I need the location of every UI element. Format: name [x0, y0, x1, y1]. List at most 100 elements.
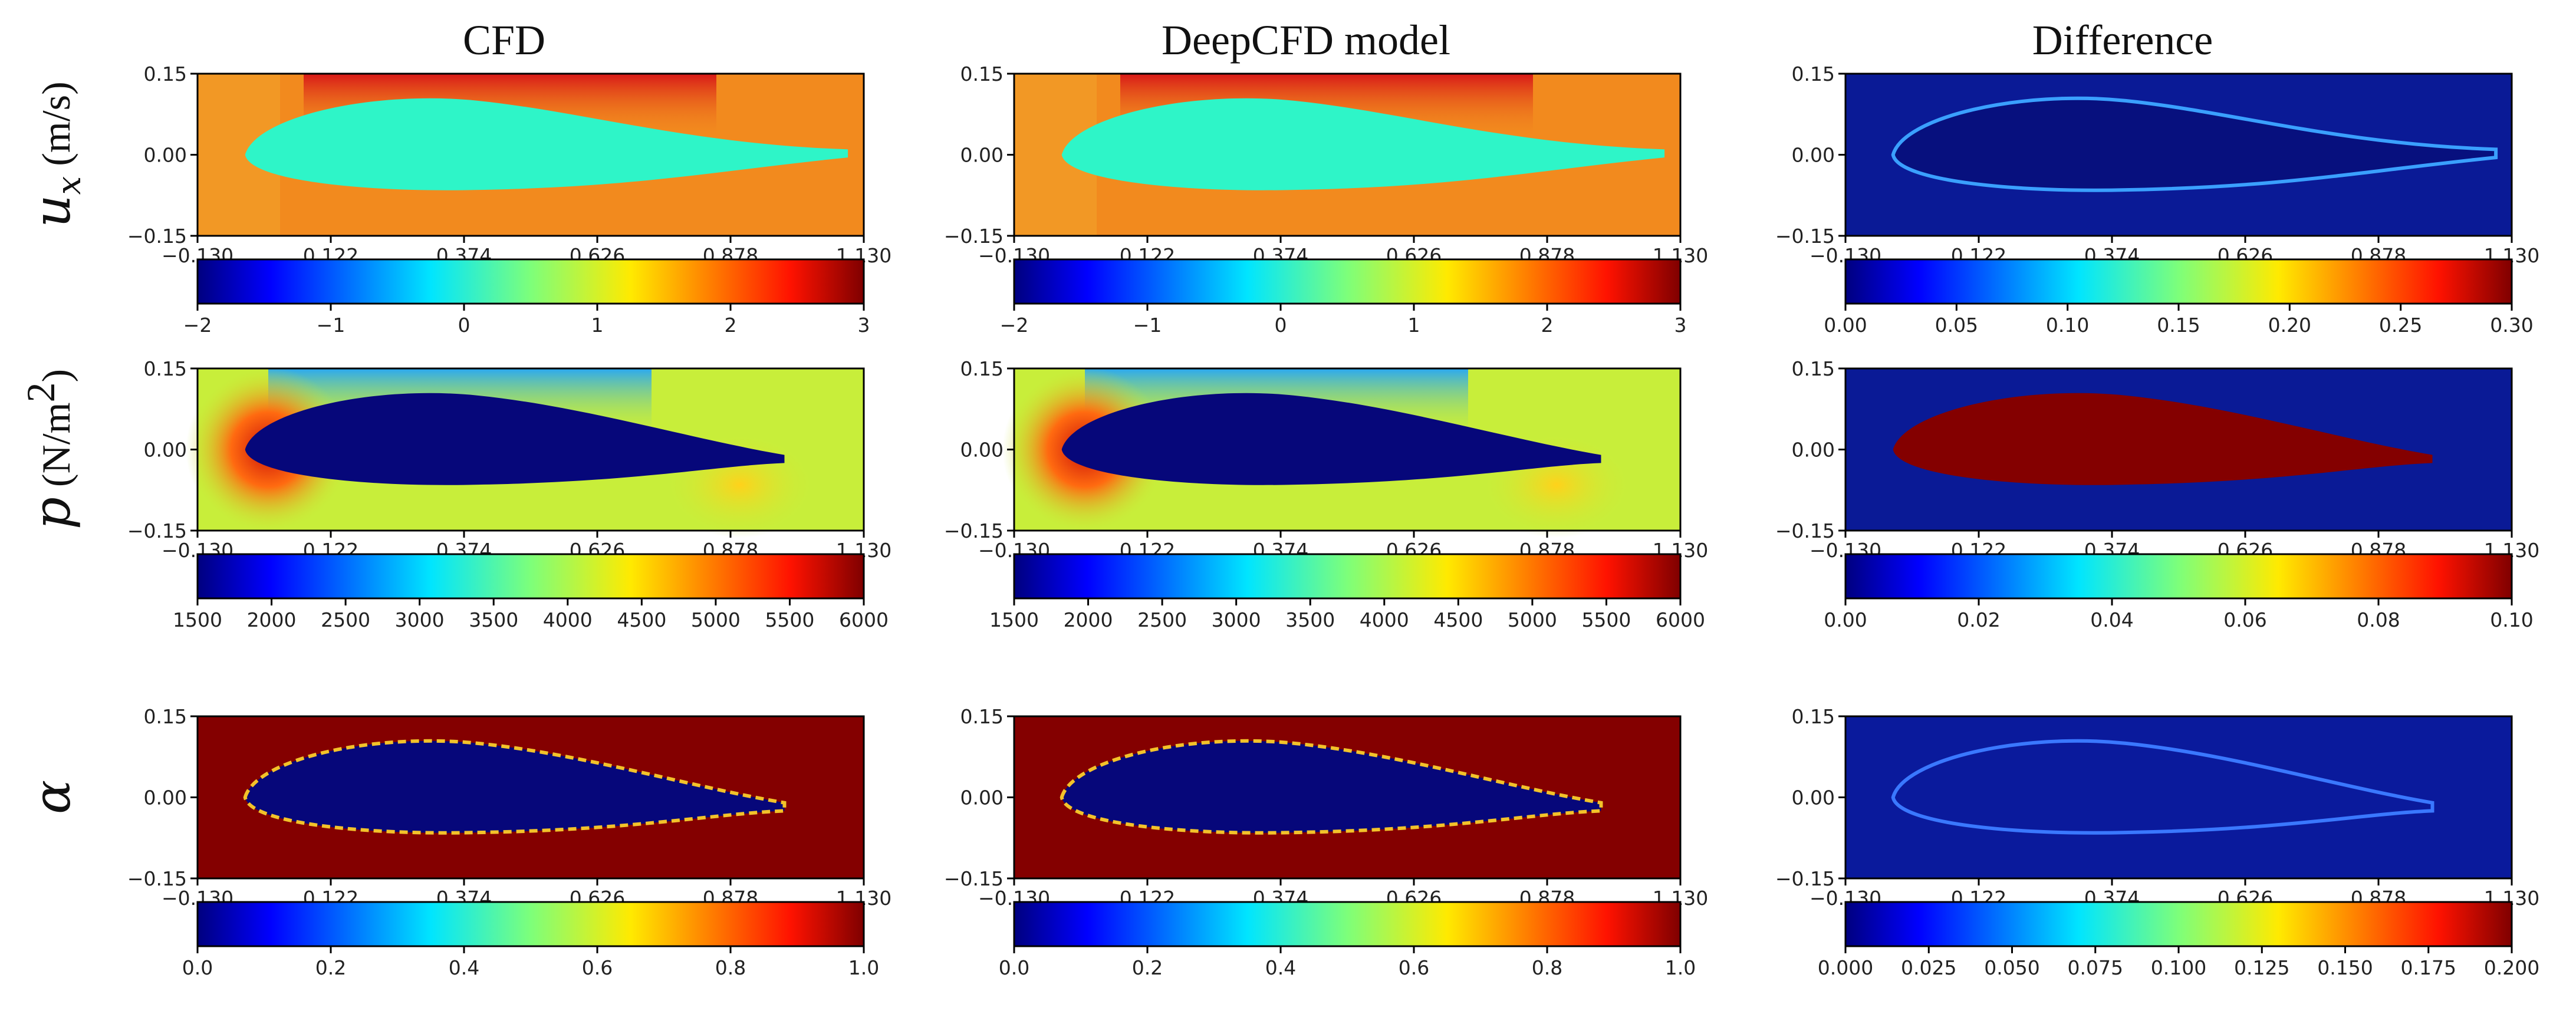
- airfoil-p_model: [1061, 393, 1601, 485]
- y-tick-label-p_model-2: −0.15: [944, 519, 1004, 542]
- y-tick-label-alpha_model-2: −0.15: [944, 867, 1004, 890]
- colorbar-tick-label-alpha_diff-2: 0.050: [1984, 956, 2039, 979]
- colorbar-tick-label-p_model-5: 4000: [1360, 608, 1409, 631]
- colorbar-tick-label-p_model-3: 3000: [1212, 608, 1261, 631]
- colorbar-tick-label-p_model-6: 4500: [1433, 608, 1483, 631]
- colorbar-tick-label-alpha_diff-1: 0.025: [1901, 956, 1956, 979]
- panel-alpha_cfd: −0.130 0.122 0.374 0.626 0.878 1.1300.150.00−…: [127, 705, 891, 979]
- panel-p_model: −0.130 0.122 0.374 0.626 0.878 1.1300.150.00−…: [944, 357, 1708, 631]
- y-tick-label-ux_diff-0: 0.15: [1792, 62, 1835, 85]
- y-tick-label-ux_cfd-1: 0.00: [144, 144, 187, 167]
- colorbar-tick-label-ux_cfd-1: −1: [317, 314, 346, 337]
- colorbar-tick-label-ux_cfd-5: 3: [858, 314, 870, 337]
- colorbar-frame-p_model: [1013, 553, 1682, 600]
- colorbar-tick-label-ux_cfd-4: 2: [725, 314, 737, 337]
- colorbar-tick-label-ux_diff-5: 0.25: [2379, 314, 2422, 337]
- colorbar-tick-label-alpha_model-2: 0.4: [1265, 956, 1296, 979]
- colorbar-tick-label-alpha_model-0: 0.0: [999, 956, 1029, 979]
- colorbar-tick-label-p_diff-3: 0.06: [2223, 608, 2266, 631]
- colorbar-tick-label-ux_model-1: −1: [1133, 314, 1162, 337]
- column-title-2: Difference: [2032, 17, 2213, 64]
- colorbar-tick-label-p_diff-4: 0.08: [2357, 608, 2400, 631]
- colorbar-tick-label-alpha_cfd-2: 0.4: [449, 956, 479, 979]
- y-tick-label-ux_model-0: 0.15: [960, 62, 1004, 85]
- airfoil-alpha_diff: [1891, 739, 2434, 835]
- colorbar-tick-label-alpha_model-5: 1.0: [1665, 956, 1696, 979]
- colorbar-tick-label-ux_model-5: 3: [1674, 314, 1687, 337]
- y-tick-label-p_cfd-0: 0.15: [144, 357, 187, 380]
- colorbar-p_model: [1014, 554, 1680, 598]
- colorbar-tick-label-alpha_cfd-1: 0.2: [315, 956, 346, 979]
- panel-alpha_diff: −0.130 0.122 0.374 0.626 0.878 1.1300.150.00−…: [1775, 705, 2539, 979]
- row-label-0: ux (m/s): [23, 81, 88, 228]
- y-tick-label-ux_diff-1: 0.00: [1792, 144, 1835, 167]
- colorbar-tick-label-alpha_diff-3: 0.075: [2068, 956, 2123, 979]
- y-tick-label-p_model-0: 0.15: [960, 357, 1004, 380]
- colorbar-tick-label-p_cfd-9: 6000: [839, 608, 889, 631]
- airfoil-alpha_cfd: [243, 739, 787, 835]
- colorbar-frame-ux_model: [1013, 258, 1682, 305]
- colorbar-tick-label-alpha_cfd-0: 0.0: [182, 956, 213, 979]
- svg-text:p (N/m2): p (N/m2): [18, 369, 82, 529]
- y-tick-label-ux_diff-2: −0.15: [1775, 225, 1835, 248]
- colorbar-tick-label-p_cfd-7: 5000: [691, 608, 741, 631]
- colorbar-tick-label-p_diff-0: 0.00: [1824, 608, 1867, 631]
- colorbar-alpha_diff: [1845, 902, 2512, 946]
- colorbar-tick-label-p_model-7: 5000: [1508, 608, 1557, 631]
- column-title-0: CFD: [463, 17, 545, 64]
- y-tick-label-alpha_cfd-0: 0.15: [144, 705, 187, 728]
- labels-layer: CFD DeepCFD model Difference ux (m/s) p (N/m…: [18, 17, 2213, 814]
- panel-ux_diff: −0.130 0.122 0.374 0.626 0.878 1.1300.150.00−…: [1775, 62, 2539, 337]
- y-tick-label-alpha_cfd-2: −0.15: [127, 867, 187, 890]
- colorbar-tick-label-ux_diff-2: 0.10: [2046, 314, 2089, 337]
- colorbar-tick-label-ux_cfd-0: −2: [183, 314, 212, 337]
- colorbar-tick-label-p_diff-1: 0.02: [1957, 608, 2000, 631]
- colorbar-p_cfd: [198, 554, 864, 598]
- colorbar-tick-label-p_diff-2: 0.04: [2090, 608, 2133, 631]
- airfoil-ux_model: [1061, 98, 1665, 190]
- y-tick-label-alpha_cfd-1: 0.00: [144, 786, 187, 809]
- colorbar-tick-label-alpha_cfd-3: 0.6: [582, 956, 613, 979]
- colorbar-ux_cfd: [198, 259, 864, 304]
- row-label-2: α: [23, 780, 82, 814]
- colorbar-tick-label-alpha_diff-7: 0.175: [2401, 956, 2456, 979]
- colorbar-tick-label-p_cfd-3: 3000: [395, 608, 445, 631]
- panel-ux_model: −0.130 0.122 0.374 0.626 0.878 1.1300.150.00−…: [944, 62, 1708, 337]
- panel-alpha_model: −0.130 0.122 0.374 0.626 0.878 1.1300.150.00−…: [944, 705, 1708, 979]
- colorbar-tick-label-p_cfd-1: 2000: [247, 608, 297, 631]
- y-tick-label-p_cfd-2: −0.15: [127, 519, 187, 542]
- row-label-subscript-0: x: [50, 176, 88, 195]
- svg-text:ux (m/s): ux (m/s): [23, 81, 88, 228]
- y-tick-label-p_cfd-1: 0.00: [144, 439, 187, 462]
- airfoil-ux_diff: [1891, 96, 2498, 192]
- colorbar-tick-label-p_cfd-4: 3500: [469, 608, 518, 631]
- colorbar-tick-label-p_cfd-0: 1500: [173, 608, 222, 631]
- colorbar-tick-label-alpha_model-1: 0.2: [1132, 956, 1163, 979]
- colorbar-tick-label-ux_model-2: 0: [1275, 314, 1287, 337]
- y-tick-label-alpha_model-0: 0.15: [960, 705, 1004, 728]
- y-tick-label-alpha_diff-2: −0.15: [1775, 867, 1835, 890]
- column-title-1: DeepCFD model: [1162, 17, 1450, 64]
- colorbar-alpha_model: [1014, 902, 1680, 946]
- colorbar-tick-label-ux_diff-0: 0.00: [1824, 314, 1867, 337]
- row-label-unit-0: (m/s): [34, 81, 78, 176]
- row-label-symbol-1: p: [23, 497, 82, 529]
- colorbar-frame-p_cfd: [196, 553, 865, 600]
- colorbar-tick-label-ux_model-0: −2: [1000, 314, 1029, 337]
- row-label-unit-sup-1: 2: [18, 383, 63, 403]
- row-label-unit-1: (N/m: [34, 403, 78, 498]
- y-tick-label-ux_model-1: 0.00: [960, 144, 1004, 167]
- y-tick-label-alpha_model-1: 0.00: [960, 786, 1004, 809]
- airfoil-ux_cfd: [245, 98, 848, 190]
- colorbar-tick-label-ux_diff-3: 0.15: [2157, 314, 2200, 337]
- colorbar-frame-p_diff: [1844, 553, 2513, 600]
- airfoil-p_cfd: [245, 393, 785, 485]
- y-tick-label-alpha_diff-1: 0.00: [1792, 786, 1835, 809]
- colorbar-tick-label-p_diff-5: 0.10: [2490, 608, 2533, 631]
- colorbar-ux_diff: [1845, 259, 2512, 304]
- colorbar-tick-label-ux_model-3: 1: [1408, 314, 1420, 337]
- colorbar-tick-label-ux_diff-6: 0.30: [2490, 314, 2533, 337]
- y-tick-label-p_diff-2: −0.15: [1775, 519, 1835, 542]
- colorbar-tick-label-p_cfd-6: 4500: [617, 608, 666, 631]
